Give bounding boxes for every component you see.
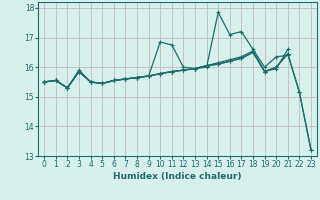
X-axis label: Humidex (Indice chaleur): Humidex (Indice chaleur) xyxy=(113,172,242,181)
